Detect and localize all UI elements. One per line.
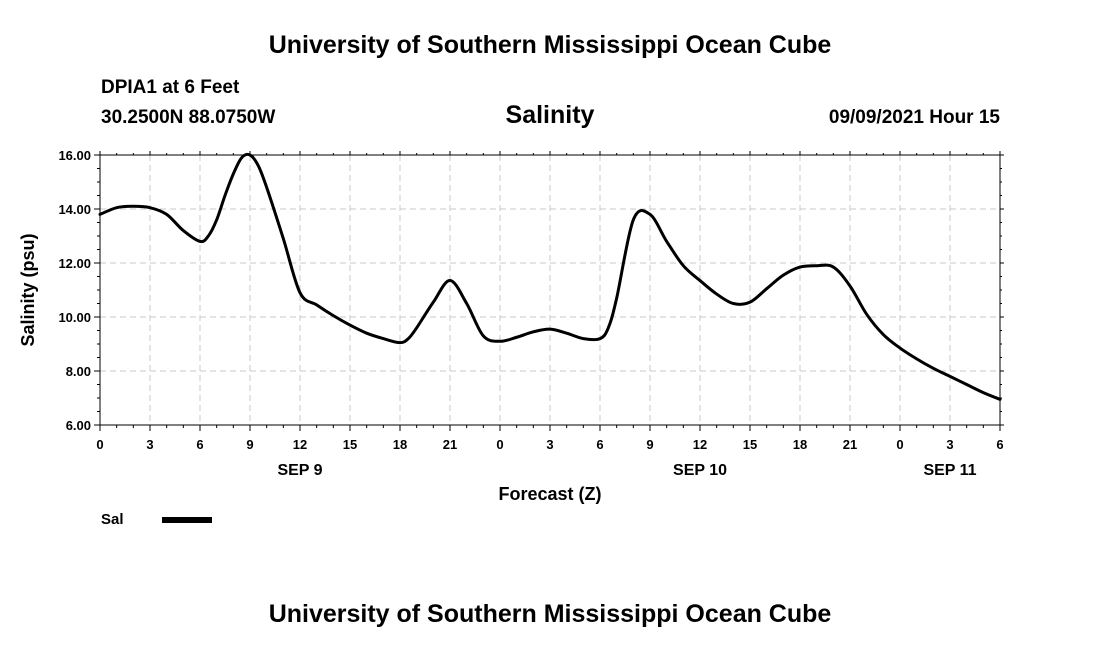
- x-tick-label: 0: [896, 437, 903, 452]
- x-tick-label: 6: [196, 437, 203, 452]
- footer-title: University of Southern Mississippi Ocean…: [268, 600, 832, 628]
- x-tick-label: 6: [596, 437, 603, 452]
- x-tick-label: 3: [546, 437, 553, 452]
- station-coordinates: 30.2500N 88.0750W: [101, 107, 276, 128]
- x-tick-label: 12: [693, 437, 707, 452]
- y-axis-label: Salinity (psu): [18, 233, 38, 346]
- y-tick-label: 10.00: [58, 310, 91, 325]
- y-tick-label: 6.00: [66, 418, 91, 433]
- station-label: DPIA1 at 6 Feet: [101, 77, 240, 98]
- x-tick-label: 12: [293, 437, 307, 452]
- x-tick-label: 15: [743, 437, 757, 452]
- forecast-datetime: 09/09/2021 Hour 15: [828, 107, 1000, 128]
- x-tick-label: 18: [793, 437, 807, 452]
- x-tick-label: 9: [646, 437, 653, 452]
- y-tick-label: 12.00: [58, 256, 91, 271]
- day-label: SEP 11: [923, 462, 976, 479]
- x-tick-label: 3: [946, 437, 953, 452]
- x-tick-label: 9: [246, 437, 253, 452]
- x-tick-label: 6: [996, 437, 1003, 452]
- x-tick-label: 18: [393, 437, 407, 452]
- x-tick-label: 21: [443, 437, 457, 452]
- x-tick-label: 0: [496, 437, 503, 452]
- chart-grid: [100, 155, 1000, 425]
- x-tick-label: 15: [343, 437, 357, 452]
- y-tick-label: 16.00: [58, 148, 91, 163]
- series-line-sal: [98, 152, 1002, 401]
- series-layer: [98, 152, 1002, 401]
- legend: Sal: [101, 511, 212, 528]
- day-label: SEP 10: [673, 462, 727, 479]
- page-title: University of Southern Mississippi Ocean…: [268, 31, 832, 59]
- x-tick-label: 0: [96, 437, 103, 452]
- x-axis-label: Forecast (Z): [498, 484, 601, 504]
- day-label: SEP 9: [277, 462, 322, 479]
- y-tick-label: 8.00: [66, 364, 91, 379]
- legend-label: Sal: [101, 511, 124, 528]
- x-tick-label: 21: [843, 437, 857, 452]
- y-tick-label: 14.00: [58, 202, 91, 217]
- x-tick-label: 3: [146, 437, 153, 452]
- chart-title: Salinity: [505, 101, 595, 129]
- axis-ticks: 0 3 6 9 12 15 18 21 0 3 6 9 12 15 18 21 0 3 6 6.00 8.00 10.00…: [58, 148, 1004, 479]
